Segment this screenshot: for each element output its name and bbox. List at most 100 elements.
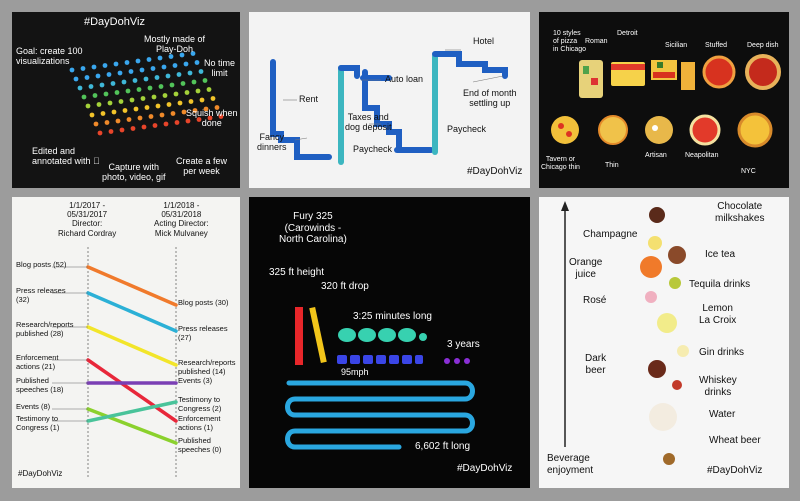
- doh-dot: [183, 61, 189, 67]
- right-series-label: Published speeches (0): [178, 436, 222, 454]
- beverage-label: Champagne: [583, 229, 638, 240]
- slope-line: [86, 358, 178, 423]
- hashtag: #DayDohViz: [84, 16, 145, 28]
- doh-dot: [179, 52, 185, 58]
- slope-line: [86, 400, 178, 423]
- panel-playdoh-goals: #DayDohViz Goal: create 100 visualizatio…: [12, 12, 240, 188]
- speed-label: 95mph: [341, 367, 369, 377]
- stuffed-label: Stuffed: [705, 42, 728, 49]
- doh-dot: [161, 64, 167, 70]
- doh-dot: [137, 115, 143, 121]
- doh-dot: [195, 88, 201, 94]
- doh-dot: [147, 85, 153, 91]
- drop-label: 320 ft drop: [321, 281, 369, 292]
- doh-dot: [148, 114, 154, 119]
- doh-dot: [91, 64, 97, 70]
- doh-dot: [194, 60, 200, 65]
- doh-dot: [166, 102, 172, 107]
- beverage-blob: [668, 246, 686, 264]
- doh-dot: [190, 51, 196, 56]
- doh-dot: [100, 111, 106, 116]
- doh-dot: [143, 76, 149, 82]
- doh-dot: [180, 81, 186, 86]
- doh-dot: [128, 69, 134, 74]
- doh-dot: [144, 105, 150, 110]
- doh-dot: [172, 63, 178, 68]
- beverage-label: Water: [709, 409, 736, 420]
- doh-dot: [84, 75, 90, 80]
- beverage-label: Wheat beer: [709, 435, 761, 446]
- doh-dot: [155, 103, 161, 109]
- hashtag: #DayDohViz: [457, 463, 513, 474]
- doh-dot: [176, 72, 182, 77]
- doh-dot: [168, 54, 174, 59]
- doh-dot: [93, 121, 99, 127]
- beverage-label: Ice tea: [705, 249, 736, 260]
- doh-dot: [122, 108, 128, 113]
- left-series-label: Blog posts (52): [16, 260, 67, 269]
- beverage-shapes: [561, 201, 689, 465]
- roman-label: Roman: [585, 38, 608, 45]
- doh-dot: [89, 112, 95, 118]
- beverage-blob: [669, 277, 681, 289]
- doh-dot: [191, 79, 197, 85]
- left-series-label: Enforcement actions (21): [16, 353, 59, 371]
- beverage-label: Orange juice: [569, 257, 603, 280]
- create-label: Create a few per week: [176, 156, 228, 177]
- doh-dot: [163, 121, 169, 127]
- doh-dot: [158, 84, 164, 89]
- beverage-blob: [649, 207, 665, 223]
- doh-dot: [159, 112, 165, 118]
- doh-dot: [121, 79, 127, 85]
- beverage-blob: [663, 453, 675, 465]
- pizza-title: 10 styles of pizza in Chicago: [553, 30, 587, 54]
- beverage-label: Rosé: [583, 295, 607, 306]
- axis-label: Beverage enjoyment: [547, 453, 594, 476]
- doh-dot: [170, 111, 176, 116]
- beverage-blob: [648, 360, 666, 378]
- sicilian-label: Sicilian: [665, 42, 688, 49]
- end-month-label: End of month settling up: [463, 88, 517, 109]
- detroit-label: Detroit: [617, 30, 638, 37]
- capture-label: Capture with photo, video, gif: [102, 162, 166, 183]
- beverage-label: Tequila drinks: [689, 279, 751, 290]
- doh-dot: [88, 84, 94, 89]
- doh-dot: [77, 85, 83, 91]
- deep-dish-label: Deep dish: [747, 42, 779, 49]
- left-header: 1/1/2017 - 05/31/2017 Director: Richard …: [58, 201, 117, 238]
- doh-dot: [92, 93, 98, 98]
- doh-dot: [169, 82, 175, 88]
- nyc-label: NYC: [741, 168, 756, 175]
- doh-dot: [206, 87, 212, 92]
- spending-path: [270, 49, 508, 165]
- doh-dot: [119, 127, 125, 133]
- edited-label: Edited and annotated with : [32, 146, 100, 167]
- doh-dot: [130, 126, 136, 131]
- duration-label: 3:25 minutes long: [353, 311, 432, 322]
- doh-dot: [115, 118, 121, 124]
- time-label: No time limit: [204, 58, 236, 79]
- doh-dot: [102, 63, 108, 68]
- right-series-label: Blog posts (30): [178, 298, 229, 307]
- slope-line: [86, 291, 178, 333]
- beverage-label: Dark beer: [585, 353, 607, 376]
- hashtag: #DayDohViz: [707, 465, 763, 476]
- doh-dot: [95, 73, 101, 79]
- doh-dot: [96, 102, 102, 107]
- height-label: 325 ft height: [269, 267, 325, 278]
- doh-dot: [103, 91, 109, 97]
- right-header: 1/1/2018 - 05/31/2018 Acting Director: M…: [154, 201, 209, 238]
- doh-dot: [129, 97, 135, 103]
- doh-dot: [126, 117, 132, 122]
- slope-line: [86, 325, 178, 367]
- material-label: Mostly made of Play-Doh: [144, 34, 206, 55]
- panel-spending-timeline: Hotel Auto loan Rent Taxes and dog depos…: [249, 12, 530, 188]
- doh-dot: [210, 96, 216, 101]
- doh-dot: [73, 76, 79, 82]
- doh-dot: [203, 106, 209, 112]
- doh-dot: [108, 129, 114, 134]
- doh-dot: [187, 70, 193, 76]
- doh-dot: [136, 87, 142, 92]
- beverage-blob: [640, 256, 662, 278]
- dot-grid: [69, 51, 224, 136]
